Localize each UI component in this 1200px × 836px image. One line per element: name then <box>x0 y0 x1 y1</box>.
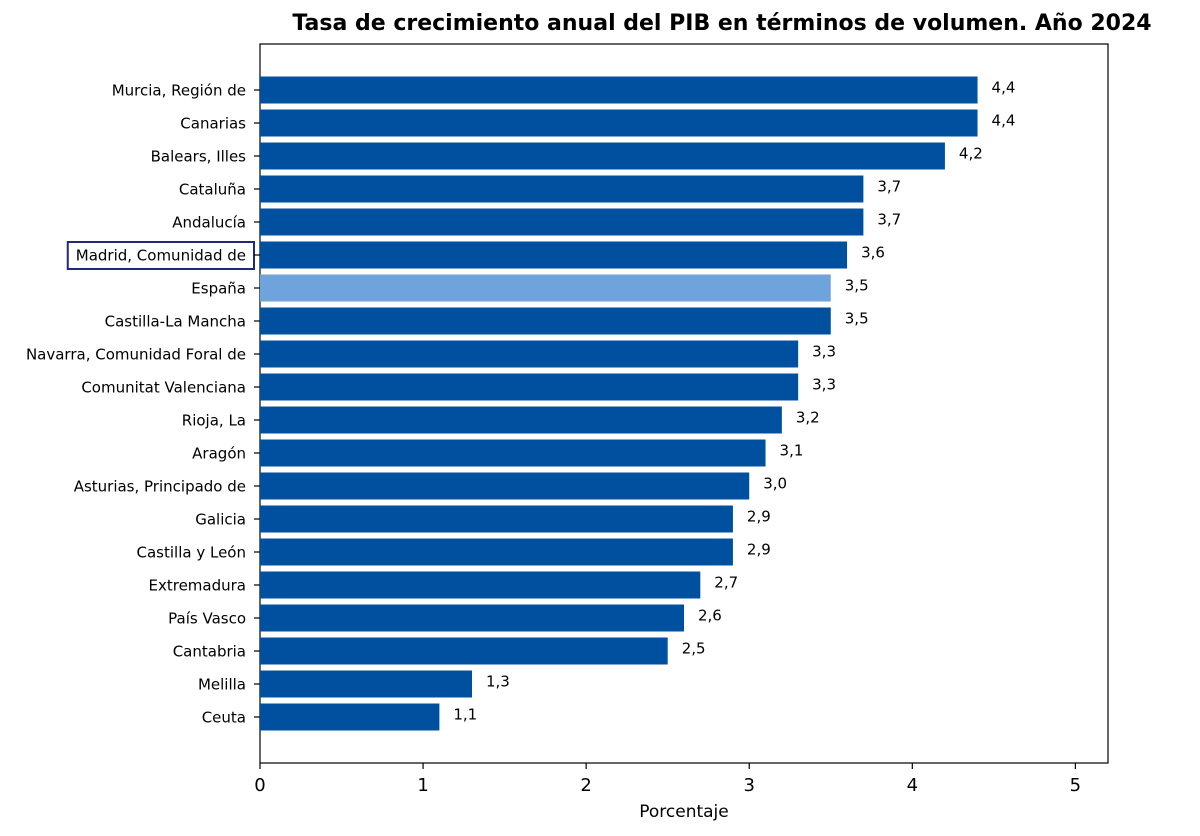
value-label: 1,3 <box>486 673 510 691</box>
bar <box>260 109 978 137</box>
bar <box>260 241 848 269</box>
bar <box>260 340 799 368</box>
value-label: 3,1 <box>780 442 804 460</box>
x-tick-label: 0 <box>254 775 265 796</box>
bar <box>260 406 782 434</box>
value-label: 4,2 <box>959 145 983 163</box>
value-label: 1,1 <box>453 706 477 724</box>
bar <box>260 703 440 731</box>
bar <box>260 373 799 401</box>
y-tick-label: Andalucía <box>172 214 246 232</box>
x-tick-label: 3 <box>744 775 755 796</box>
x-axis-label: Porcentaje <box>639 802 729 822</box>
value-label: 2,9 <box>747 508 771 526</box>
y-tick-label: Castilla-La Mancha <box>105 313 246 331</box>
y-tick-label: Canarias <box>180 115 246 133</box>
y-tick-label: Madrid, Comunidad de <box>76 247 246 265</box>
y-tick-label: Galicia <box>195 511 246 529</box>
value-label: 2,7 <box>714 574 738 592</box>
y-tick-label: Aragón <box>192 445 246 463</box>
value-label: 4,4 <box>992 112 1016 130</box>
bar <box>260 538 733 566</box>
bar <box>260 208 864 236</box>
bar <box>260 274 831 302</box>
value-label: 3,2 <box>796 409 820 427</box>
y-tick-label: Rioja, La <box>182 412 246 430</box>
value-label: 3,3 <box>812 343 836 361</box>
value-label: 2,6 <box>698 607 722 625</box>
value-label: 2,5 <box>682 640 706 658</box>
bar <box>260 472 750 500</box>
y-tick-label: Asturias, Principado de <box>74 478 246 496</box>
value-label: 3,7 <box>877 211 901 229</box>
y-tick-label: España <box>191 280 246 298</box>
x-tick-label: 4 <box>907 775 918 796</box>
value-label: 2,9 <box>747 541 771 559</box>
value-label: 4,4 <box>992 79 1016 97</box>
bar <box>260 142 945 170</box>
x-tick-label: 5 <box>1070 775 1081 796</box>
y-tick-label: Balears, Illes <box>151 148 247 166</box>
bar <box>260 670 472 698</box>
y-tick-label: Cataluña <box>179 181 246 199</box>
y-tick-label: País Vasco <box>168 610 246 628</box>
bar <box>260 439 766 467</box>
y-tick-label: Castilla y León <box>137 544 246 562</box>
y-tick-label: Ceuta <box>202 709 246 727</box>
bar <box>260 604 684 632</box>
bar <box>260 307 831 335</box>
value-label: 3,7 <box>877 178 901 196</box>
bar <box>260 76 978 104</box>
value-label: 3,5 <box>845 277 869 295</box>
value-label: 3,0 <box>763 475 787 493</box>
plot-frame <box>259 43 1109 764</box>
y-tick-label: Comunitat Valenciana <box>81 379 246 397</box>
bar <box>260 175 864 203</box>
x-tick-label: 2 <box>580 775 591 796</box>
bar <box>260 505 733 533</box>
bar <box>260 637 668 665</box>
bar <box>260 571 701 599</box>
y-tick-label: Melilla <box>198 676 246 694</box>
value-label: 3,6 <box>861 244 885 262</box>
y-tick-label: Cantabria <box>173 643 246 661</box>
value-label: 3,5 <box>845 310 869 328</box>
value-label: 3,3 <box>812 376 836 394</box>
y-tick-label: Murcia, Región de <box>112 82 246 100</box>
x-tick-label: 1 <box>417 775 428 796</box>
y-tick-label: Extremadura <box>149 577 247 595</box>
chart-title: Tasa de crecimiento anual del PIB en tér… <box>292 11 1151 36</box>
y-tick-label: Navarra, Comunidad Foral de <box>26 346 246 364</box>
